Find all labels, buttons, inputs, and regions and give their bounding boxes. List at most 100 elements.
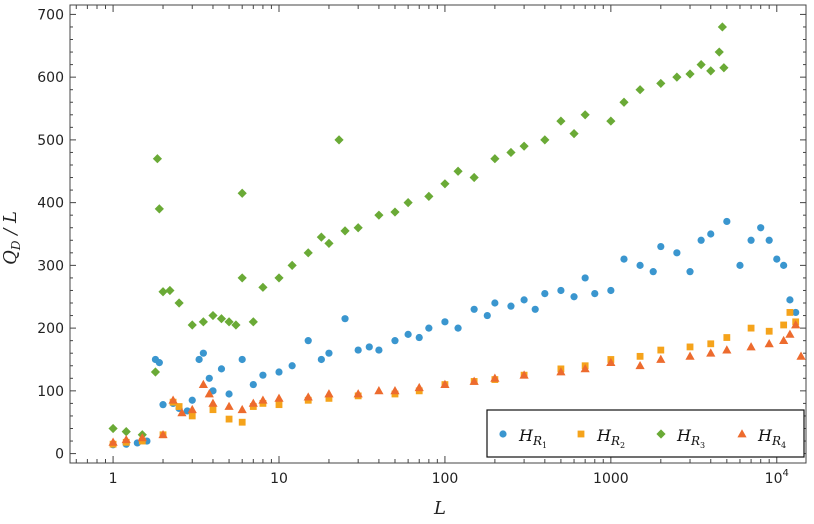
data-point <box>673 249 681 257</box>
series-3 <box>108 320 806 446</box>
data-point <box>736 261 744 269</box>
data-point <box>325 394 333 402</box>
data-point <box>686 343 694 351</box>
data-point <box>657 346 665 354</box>
data-point <box>188 396 196 404</box>
data-point <box>686 268 694 276</box>
data-point <box>287 260 297 270</box>
data-point <box>556 116 566 126</box>
data-point <box>391 337 399 345</box>
data-point <box>507 302 515 310</box>
data-point <box>274 273 284 283</box>
data-point <box>208 310 218 321</box>
y-tick-label: 400 <box>37 196 64 212</box>
data-point <box>354 346 362 354</box>
data-point <box>424 191 434 201</box>
data-point <box>635 360 645 370</box>
data-point <box>569 129 579 139</box>
data-point <box>217 365 226 373</box>
data-point <box>541 290 549 298</box>
data-point <box>717 22 727 32</box>
data-point <box>635 85 645 95</box>
data-point <box>425 324 433 332</box>
data-point <box>779 335 789 345</box>
data-point <box>469 376 479 385</box>
data-point <box>231 320 241 330</box>
data-point <box>275 401 283 409</box>
data-point <box>636 261 644 269</box>
data-point <box>317 355 325 364</box>
data-point <box>390 386 400 395</box>
data-point <box>540 135 550 145</box>
x-tick-label: 1 <box>109 471 118 487</box>
data-point <box>403 198 413 208</box>
series-2 <box>108 22 729 440</box>
data-point <box>791 320 801 329</box>
data-point <box>198 379 208 388</box>
data-point <box>258 282 268 292</box>
data-point <box>216 314 227 324</box>
data-point <box>334 135 344 145</box>
data-point <box>780 321 788 329</box>
data-point <box>657 242 665 251</box>
x-tick-label: 1000 <box>593 471 629 487</box>
data-point <box>404 330 412 338</box>
data-point <box>747 324 755 332</box>
data-point <box>765 327 773 335</box>
data-point <box>556 367 566 376</box>
legend-items: HR1 HR2 HR3 HR4 <box>499 426 786 450</box>
data-point <box>706 348 716 357</box>
data-point <box>165 285 175 296</box>
data-point <box>792 308 800 317</box>
data-point <box>152 154 163 164</box>
data-point <box>440 379 450 388</box>
data-point <box>483 311 491 320</box>
data-point <box>225 390 233 398</box>
data-point <box>747 236 755 244</box>
data-point <box>580 110 590 120</box>
plot-frame <box>69 4 807 464</box>
data-point <box>174 298 184 308</box>
data-point <box>520 296 528 304</box>
data-point <box>238 355 246 364</box>
data-point <box>453 166 463 176</box>
axis-ticks: 0 100 200 300 400 500 600 700 1 10 100 1000 104 <box>37 5 806 487</box>
data-point <box>723 334 731 341</box>
data-point <box>199 349 207 357</box>
data-point <box>786 309 794 316</box>
data-point <box>325 349 333 357</box>
y-tick-label: 300 <box>37 258 64 274</box>
data-point <box>288 362 296 370</box>
data-points <box>108 22 806 449</box>
data-point <box>248 317 258 327</box>
data-point <box>154 204 164 214</box>
data-point <box>374 386 384 395</box>
data-point <box>225 415 233 423</box>
data-point <box>746 342 756 351</box>
y-axis-title: QD / L <box>0 211 23 265</box>
y-tick-label: 0 <box>55 447 64 463</box>
data-point <box>506 147 516 158</box>
legend-label-1: HR2 <box>596 426 625 450</box>
data-point <box>415 333 423 342</box>
data-point <box>137 433 147 442</box>
data-point <box>619 97 629 107</box>
data-point <box>636 352 644 360</box>
data-point <box>238 418 246 426</box>
legend-marker-0 <box>499 430 507 438</box>
data-point <box>764 338 774 348</box>
data-point <box>187 320 197 330</box>
data-point <box>786 296 794 304</box>
data-point <box>155 359 163 367</box>
data-point <box>324 238 334 249</box>
data-point <box>707 340 715 348</box>
data-point <box>723 217 731 226</box>
data-point <box>375 346 383 354</box>
x-axis-title: L <box>433 498 446 519</box>
data-point <box>121 434 131 444</box>
y-tick-label: 700 <box>37 7 64 23</box>
data-point <box>209 406 217 414</box>
data-point <box>796 351 806 360</box>
x-tick-label: 100 <box>432 471 459 487</box>
